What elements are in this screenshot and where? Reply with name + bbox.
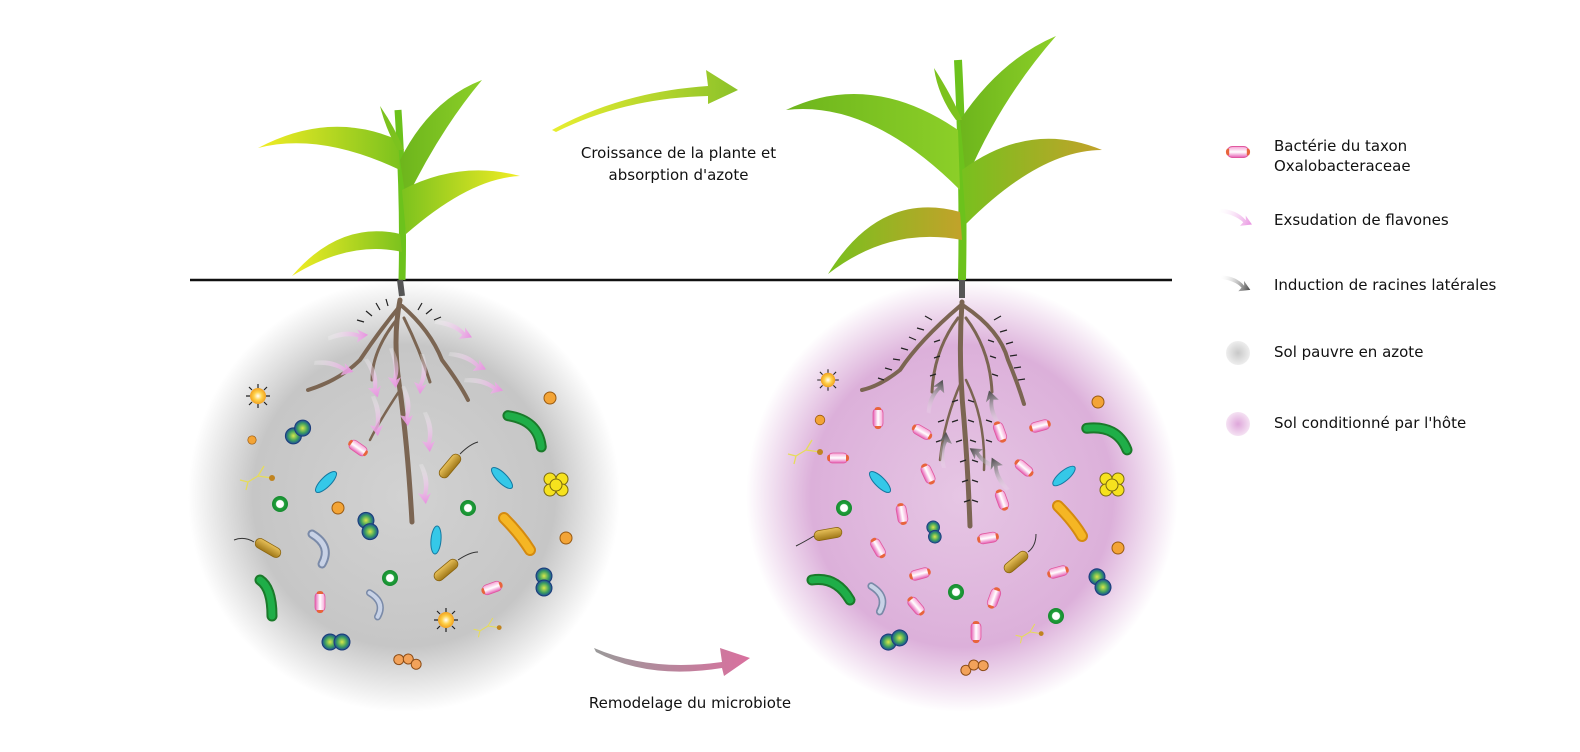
legend-label: Bactérie du taxon Oxalobacteraceae	[1274, 137, 1411, 176]
remodel-arrow	[594, 648, 750, 676]
legend-item-lateral-roots: Induction de racines latérales	[1222, 275, 1496, 297]
legend-label: Sol pauvre en azote	[1274, 343, 1424, 361]
poor-soil-root-hairs	[356, 298, 442, 323]
poor-soil-microbes	[233, 383, 573, 671]
legend-label: Sol conditionné par l'hôte	[1274, 414, 1467, 432]
legend-item-poor-soil: Sol pauvre en azote	[1222, 342, 1423, 364]
poor-soil-icon	[1226, 341, 1250, 365]
conditioned-soil-roots	[860, 299, 1026, 529]
conditioned-soil-zone	[746, 280, 1178, 712]
conditioned-soil-root-hairs	[877, 315, 1026, 503]
conditioned-soil-microbes	[787, 368, 1129, 677]
young-plant	[258, 80, 520, 297]
grown-plant	[786, 36, 1102, 298]
legend-label: Exsudation de flavones	[1274, 211, 1449, 229]
remodel-caption: Remodelage du microbiote	[588, 694, 792, 712]
poor-soil-roots	[306, 297, 470, 525]
legend-item-flavones: Exsudation de flavones	[1222, 210, 1449, 232]
growth-caption: Croissance de la plante et absorption d'…	[580, 144, 777, 184]
poor-soil-zone	[188, 280, 620, 712]
legend-item-oxalobacteraceae: Bactérie du taxon Oxalobacteraceae	[1222, 136, 1411, 177]
conditioned-soil-icon	[1226, 412, 1250, 436]
legend-label: Induction de racines latérales	[1274, 276, 1497, 294]
legend-item-conditioned-soil: Sol conditionné par l'hôte	[1222, 413, 1466, 435]
growth-arrow	[552, 70, 738, 132]
